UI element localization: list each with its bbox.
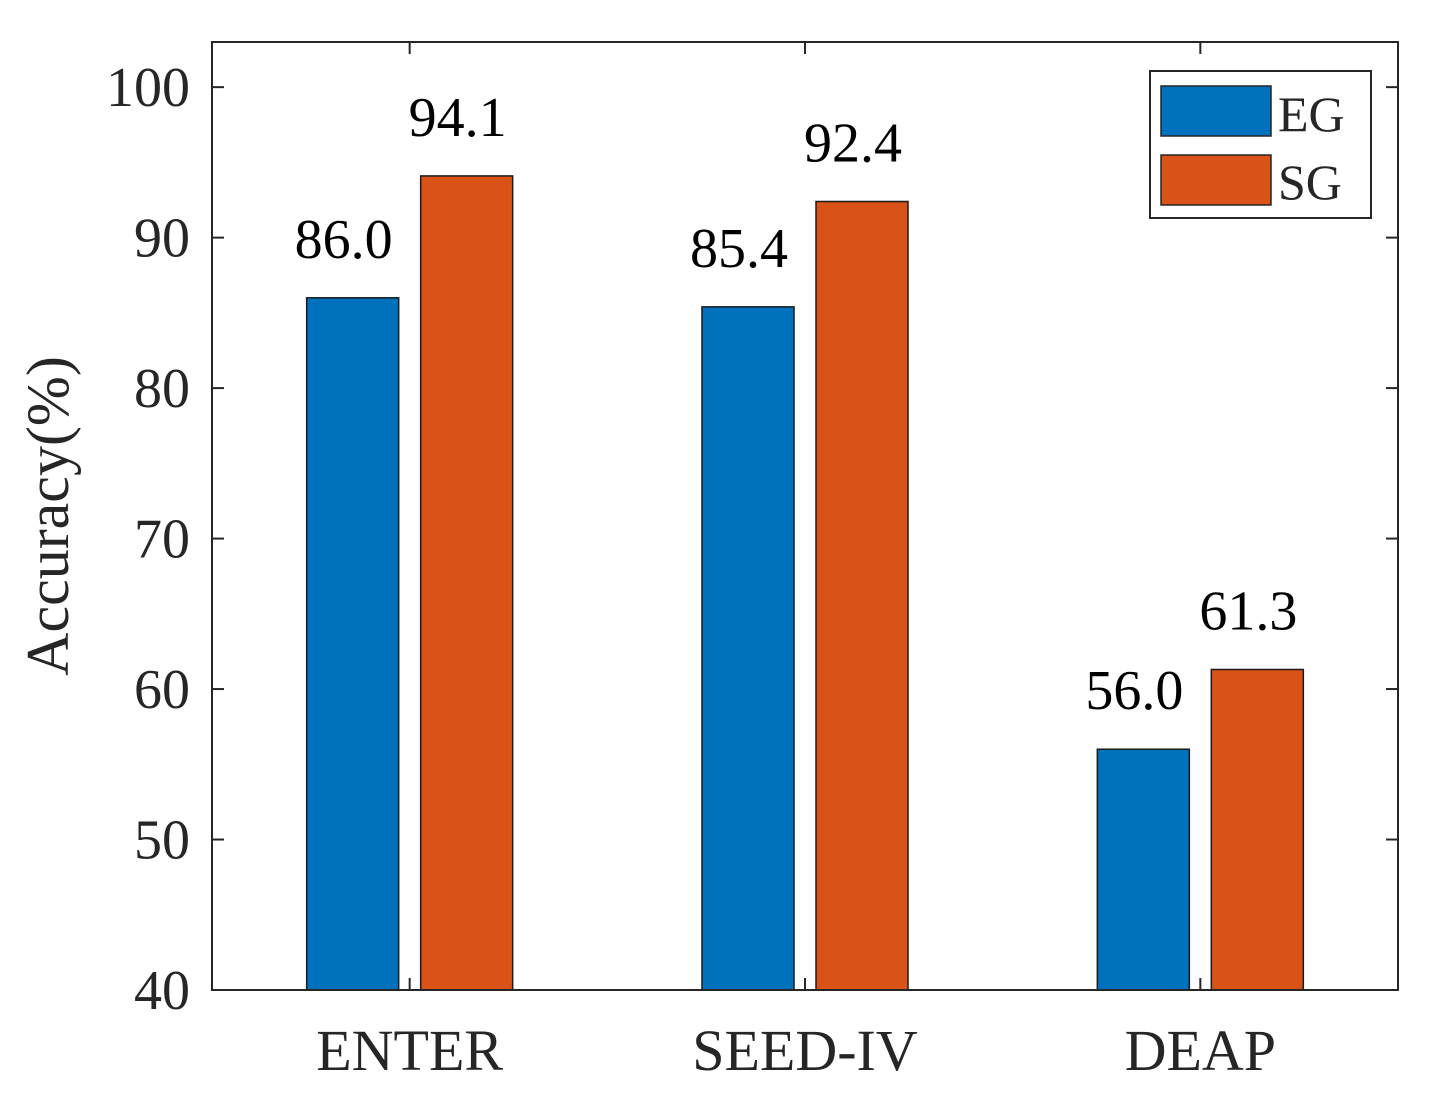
x-category-label: DEAP (1125, 1018, 1276, 1083)
bar-sg-deap (1210, 668, 1305, 991)
bar-sg-seed-iv (815, 200, 909, 991)
y-tick-label: 90 (134, 208, 190, 270)
data-label: 92.4 (804, 113, 902, 175)
bar-eg-deap (1096, 748, 1191, 991)
bar-eg-enter (305, 297, 400, 991)
legend-swatch-eg (1160, 85, 1272, 137)
y-tick-label: 50 (134, 810, 190, 872)
y-tick-label: 80 (134, 358, 190, 420)
legend-swatch-sg (1160, 154, 1272, 206)
y-tick-label: 40 (134, 960, 190, 1022)
data-label: 85.4 (690, 218, 788, 280)
x-category-label: ENTER (316, 1018, 503, 1083)
data-label: 56.0 (1085, 660, 1183, 722)
y-tick-label: 60 (134, 659, 190, 721)
legend-label-sg: SG (1278, 154, 1342, 210)
data-label: 86.0 (295, 209, 393, 271)
y-tick-label: 70 (134, 509, 190, 571)
legend: EG SG (1149, 70, 1372, 219)
legend-label-eg: EG (1278, 86, 1345, 142)
bars-group (305, 175, 1305, 991)
data-label: 94.1 (409, 87, 507, 149)
y-tick-label: 100 (106, 57, 190, 119)
bar-sg-enter (419, 175, 514, 991)
bar-eg-seed-iv (701, 306, 795, 991)
y-axis-label: Accuracy(%) (15, 356, 81, 676)
x-category-label: SEED-IV (692, 1018, 918, 1083)
labels-group: 40 50 60 70 80 90 100 ENTER 86.0 94.1 SEED-IV 85.4 9… (106, 57, 1297, 1083)
plot-frame (211, 41, 1399, 991)
data-label: 61.3 (1199, 580, 1297, 642)
